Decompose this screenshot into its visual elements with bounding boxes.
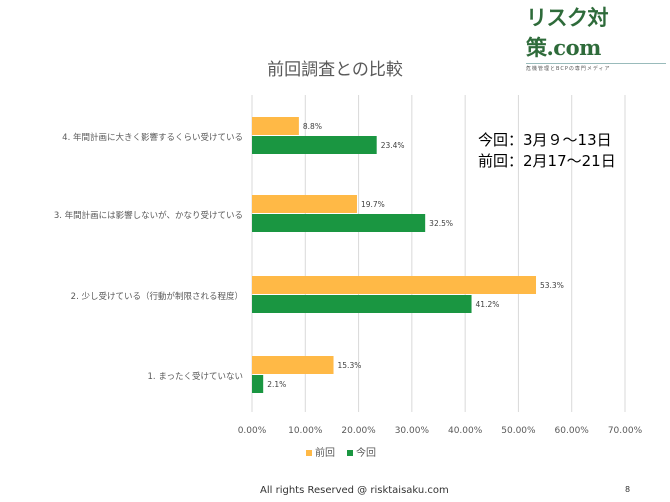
copyright: All rights Reserved @ risktaisaku.com (260, 485, 449, 496)
bar-previous (252, 276, 537, 294)
legend-swatch-icon (347, 450, 353, 456)
legend-label: 前回 (315, 448, 335, 459)
data-label: 41.2% (476, 300, 500, 309)
category-label: 1. まったく受けていない (148, 371, 243, 382)
x-tick-label: 70.00% (608, 426, 643, 436)
x-tick-label: 10.00% (288, 426, 323, 436)
bar-current (252, 136, 377, 154)
legend-label: 今回 (356, 448, 376, 459)
bar-current (252, 214, 426, 232)
bar-current (252, 295, 472, 313)
note-current: 今回：3月９～13日 (478, 131, 612, 149)
category-label: 4. 年間計画に大きく影響するくらい受けている (62, 132, 243, 143)
x-tick-label: 30.00% (395, 426, 430, 436)
legend-item-current: 今回 (347, 444, 376, 459)
data-label: 8.8% (303, 122, 322, 131)
category-label: 2. 少し受けている（行動が制限される程度） (71, 291, 243, 302)
data-label: 19.7% (361, 200, 385, 209)
data-label: 32.5% (429, 219, 453, 228)
legend: 前回 今回 (306, 444, 376, 459)
x-tick-label: 20.00% (341, 426, 376, 436)
x-tick-label: 60.00% (555, 426, 590, 436)
bar-previous (252, 356, 334, 374)
chart-title: 前回調査との比較 (267, 60, 403, 80)
legend-item-previous: 前回 (306, 444, 335, 459)
logo-text: リスク対策.com (526, 5, 609, 60)
page-number: 8 (625, 485, 631, 494)
x-tick-label: 0.00% (238, 426, 267, 436)
data-label: 2.1% (267, 380, 286, 389)
data-label: 53.3% (540, 281, 564, 290)
logo-subtitle: 危機管理とBCPの専門メディア (526, 63, 666, 72)
x-tick-label: 50.00% (501, 426, 536, 436)
note-previous: 前回：2月17～21日 (478, 152, 616, 170)
x-tick-label: 40.00% (448, 426, 483, 436)
category-label: 3. 年間計画には影響しないが、かなり受けている (54, 210, 243, 221)
bar-previous (252, 195, 357, 213)
data-label: 15.3% (338, 361, 362, 370)
logo: リスク対策.com 危機管理とBCPの専門メディア (526, 2, 666, 72)
data-label: 23.4% (381, 141, 405, 150)
legend-swatch-icon (306, 450, 312, 456)
bar-previous (252, 117, 299, 135)
survey-dates-note: 今回：3月９～13日 前回：2月17～21日 (478, 130, 616, 172)
bar-current (252, 375, 264, 393)
